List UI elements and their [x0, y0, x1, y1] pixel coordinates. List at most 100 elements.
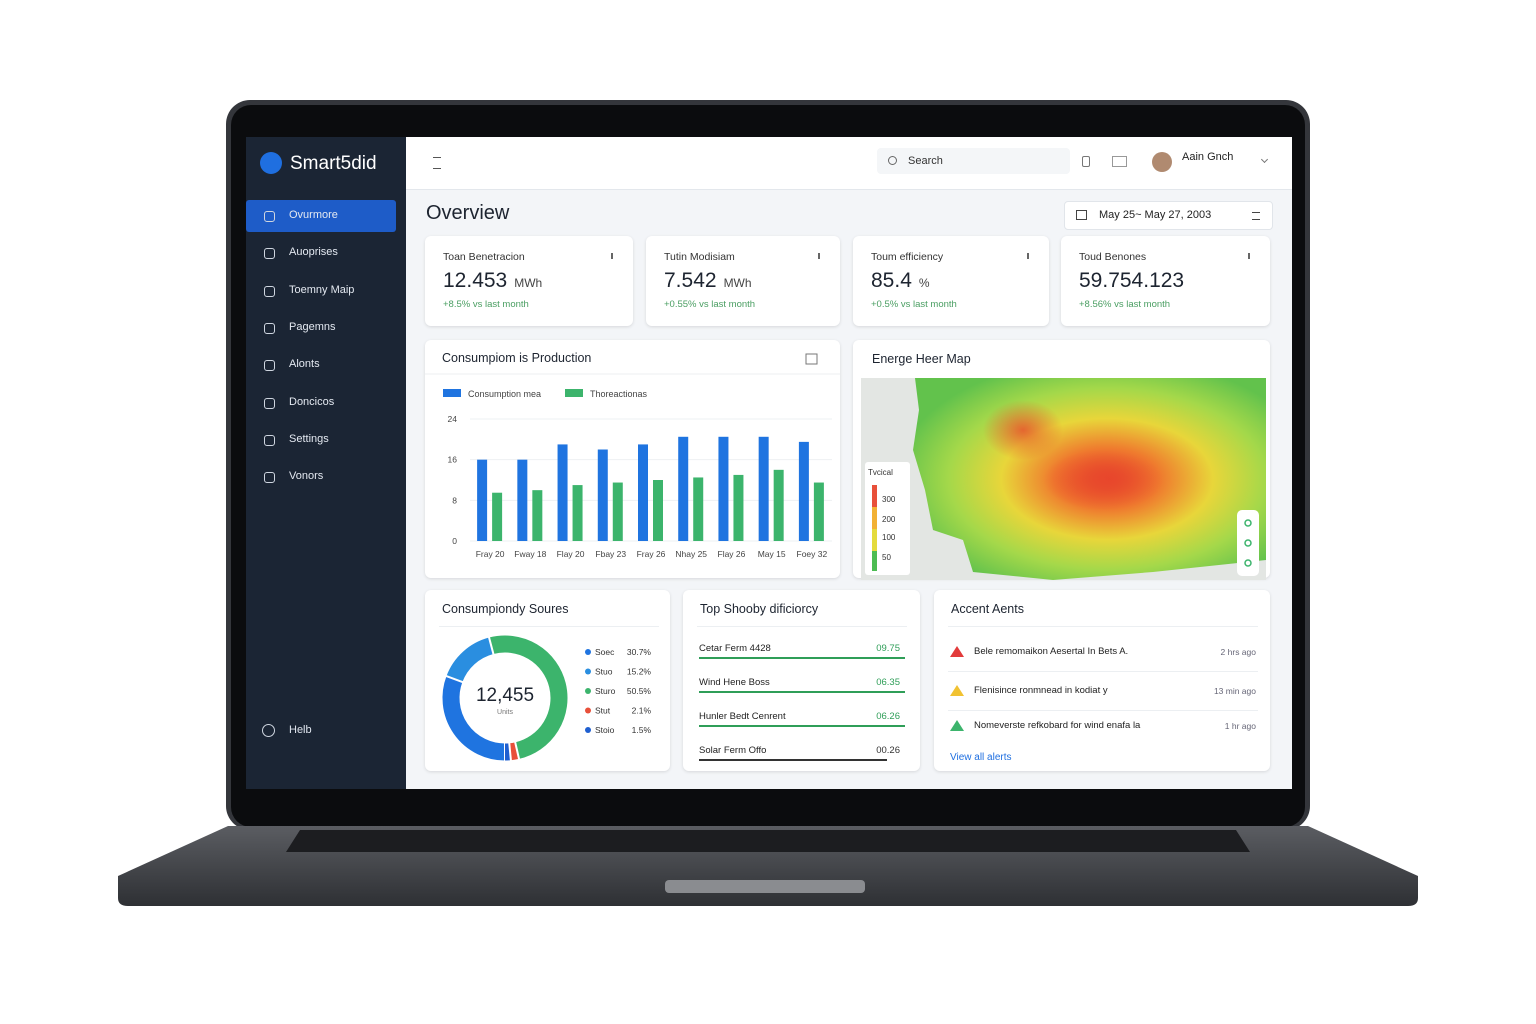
card-title: Accent Aents	[951, 602, 1024, 616]
nav-icon	[264, 472, 275, 484]
user-name[interactable]: Aain Gnch	[1182, 151, 1234, 163]
zoom-controls[interactable]	[1237, 510, 1259, 576]
bar	[517, 459, 528, 541]
topbar: Search Aain Gnch	[406, 137, 1292, 190]
bar-chart: Consumption mea Thoreactionas 0 8 16 24 Fray 2…	[425, 353, 840, 559]
kpi-icon	[818, 253, 820, 259]
bar	[612, 482, 623, 541]
kpi-value: 85.4%	[871, 269, 930, 292]
bar	[798, 441, 809, 541]
progress-bar	[699, 691, 905, 693]
nav-item[interactable]: Ovurmore	[246, 200, 396, 232]
notification-icon[interactable]	[1082, 156, 1090, 167]
user-dropdown[interactable]	[1260, 155, 1269, 164]
nav-icon	[264, 434, 275, 446]
avatar[interactable]	[1152, 152, 1172, 172]
donut-center-label: Units	[497, 709, 513, 716]
legend-title: Tvcical	[868, 468, 893, 477]
bar	[813, 482, 824, 541]
bar	[758, 436, 769, 541]
card-title: Consumpiom is Production	[442, 351, 592, 365]
legend-dot	[585, 707, 591, 714]
nav-icon	[264, 248, 275, 260]
nav-label: Alonts	[289, 358, 320, 371]
alert-icon	[950, 646, 964, 657]
bar	[653, 480, 663, 541]
bar	[572, 485, 583, 541]
zoom-out[interactable]	[1244, 539, 1252, 547]
donut-segment	[509, 742, 520, 761]
nav-item[interactable]: Doncicos	[246, 387, 396, 419]
legend-label: Soec	[595, 647, 615, 657]
nav-label: Auoprises	[289, 246, 338, 259]
nav-label: Pagemns	[289, 320, 336, 333]
nav-label: Settings	[289, 432, 329, 445]
legend-dot	[585, 649, 591, 655]
alert-time: 13 min ago	[1213, 686, 1256, 696]
heatmap-card: Energe Heer Map Tvcical 300 200 100 50	[853, 340, 1270, 580]
filter-icon[interactable]	[1252, 212, 1260, 220]
legend-label: Thoreactionas	[590, 389, 648, 399]
segment-gap	[487, 636, 495, 655]
nav-item[interactable]: Pagemns	[246, 312, 396, 344]
zoom-in[interactable]	[1244, 519, 1252, 527]
screen: Smart5did Helb Ovurmore Auoprises Toemny M…	[246, 137, 1292, 789]
brand-logo	[260, 152, 282, 174]
date-picker[interactable]: May 25~ May 27, 2003	[1064, 201, 1273, 230]
help-link[interactable]: Helb	[289, 724, 312, 736]
nav-item[interactable]: Alonts	[246, 349, 396, 381]
kpi-unit: %	[918, 276, 930, 290]
search-icon	[888, 156, 897, 165]
nav-item[interactable]: Vonors	[246, 461, 396, 493]
bar	[477, 459, 488, 541]
bar	[532, 490, 543, 541]
view-all-link[interactable]: View all alerts	[950, 752, 1012, 763]
heatmap: Tvcical 300 200 100 50	[861, 378, 1266, 580]
x-tick-label: Fray 26	[637, 549, 666, 559]
calendar-icon	[1076, 210, 1087, 220]
nav-item[interactable]: Auoprises	[246, 237, 396, 269]
bar	[638, 444, 648, 541]
legend-swatch	[872, 551, 877, 571]
kpi-label: Tutin Modisiam	[664, 251, 735, 263]
card-title: Consumpiondy Soures	[442, 602, 569, 616]
kpi-label: Toum efficiency	[871, 251, 944, 263]
donut-center-value: 12,455	[476, 685, 534, 706]
alert-text[interactable]: Nomeverste refkobard for wind enafa la	[974, 720, 1141, 731]
card-title: Energe Heer Map	[872, 352, 971, 366]
y-tick-label: 0	[452, 536, 457, 546]
legend-label: Consumption mea	[468, 389, 541, 399]
divider	[948, 710, 1258, 711]
locate[interactable]	[1244, 559, 1252, 567]
alert-text[interactable]: Bele remomaikon Aesertal In Bets A.	[974, 646, 1129, 657]
search-box[interactable]: Search	[877, 148, 1070, 174]
menu-button[interactable]	[433, 157, 441, 169]
kpi-card: Toan Benetracion 12.453 MWh +8.5% vs last m…	[425, 236, 633, 326]
kpi-unit: MWh	[514, 276, 543, 290]
search-placeholder: Search	[908, 155, 943, 167]
bar-chart-card: Consumpiom is Production Consumption mea…	[425, 340, 840, 578]
x-tick-label: Flay 26	[718, 549, 746, 559]
site-name: Cetar Ferm 4428	[699, 643, 771, 654]
kpi-unit: MWh	[723, 276, 752, 290]
bar	[733, 474, 744, 541]
segment-gap	[514, 741, 521, 760]
y-tick-label: 24	[448, 414, 458, 424]
nav-item[interactable]: Toemny Maip	[246, 275, 396, 307]
alert-text[interactable]: Flenisince ronmnead in kodiat y	[974, 685, 1108, 696]
legend-label: Sturo	[595, 686, 616, 696]
site-value: 06.35	[876, 677, 900, 688]
nav-icon	[264, 211, 275, 222]
export-icon[interactable]	[805, 353, 818, 365]
nav-item[interactable]: Settings	[246, 424, 396, 456]
progress-bar	[699, 759, 887, 761]
divider	[439, 626, 659, 627]
bar	[693, 477, 704, 541]
alert-icon	[950, 685, 964, 696]
kpi-card: Toud Benones 59.754.123 +8.56% vs last mon…	[1061, 236, 1270, 326]
site-value: 00.26	[876, 745, 900, 756]
message-icon[interactable]	[1112, 156, 1127, 167]
bar	[678, 436, 689, 541]
site-value: 06.26	[876, 711, 900, 722]
